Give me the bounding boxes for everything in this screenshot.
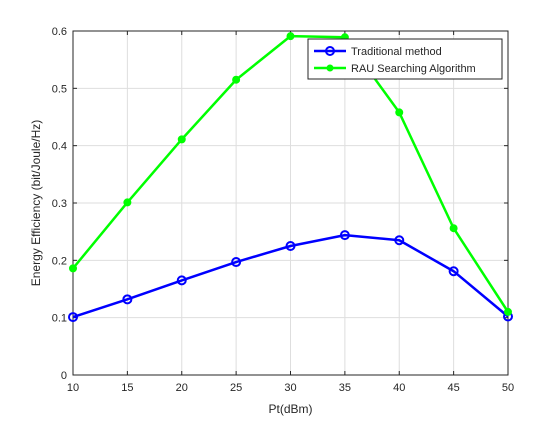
data-point [69,264,77,273]
x-tick-label: 10 [67,382,79,394]
data-point [176,275,187,286]
x-axis-label: Pt(dBm) [268,402,312,416]
legend-label: RAU Searching Algorithm [351,63,476,75]
series-line [72,233,509,319]
y-tick-label: 0.6 [52,26,67,38]
y-tick-label: 0.3 [52,198,67,210]
y-tick-label: 0.5 [52,83,67,95]
data-point [177,135,186,144]
x-tick-label: 25 [230,382,242,394]
series-2 [69,32,512,316]
legend-entry-1: Traditional method [314,46,442,58]
y-tick-label: 0 [61,370,67,382]
y-tick-label: 0.4 [52,141,67,153]
data-point [504,307,512,316]
data-point [449,224,458,233]
legend-swatch-marker [326,64,334,72]
data-point [231,257,242,268]
data-point [123,198,132,207]
legend-swatch-marker [325,46,335,56]
legend: Traditional method RAU Searching Algorith… [307,38,503,80]
x-tick-label: 40 [393,382,405,394]
data-point [68,312,78,323]
x-tick-label: 45 [448,382,460,394]
legend-box [307,38,503,80]
x-tick-label: 30 [284,382,296,394]
x-tick-label: 35 [339,382,351,394]
legend-label: Traditional method [351,46,442,58]
x-tick-label: 20 [176,382,188,394]
data-point [122,294,133,305]
x-tick-label: 15 [121,382,133,394]
axis-ticks: 10 15 20 25 30 35 40 45 50 0 0.1 0.2 0.3 0.4 0.5 0.6 [52,26,514,394]
x-tick-label: 50 [502,382,514,394]
data-point [232,75,241,84]
data-point [448,266,459,277]
series [68,32,513,323]
y-tick-label: 0.2 [52,255,67,267]
data-point [394,235,405,246]
data-point [395,108,404,117]
series-1 [68,230,513,323]
data-point [339,230,350,241]
y-tick-label: 0.1 [52,313,67,325]
data-point [286,32,295,41]
y-axis-label: Energy Efficiency (bit/Joule/Hz) [29,120,43,287]
legend-entry-2: RAU Searching Algorithm [314,63,476,75]
data-point [285,241,296,251]
